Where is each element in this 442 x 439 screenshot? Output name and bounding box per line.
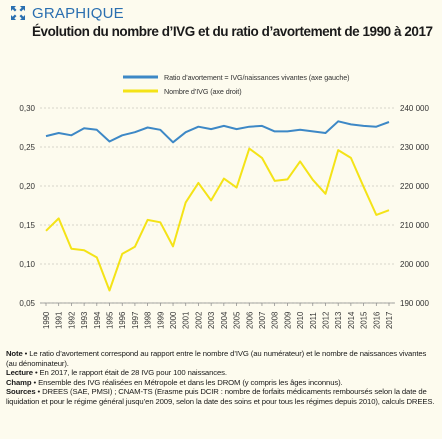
x-tick-label: 2007 (258, 312, 267, 329)
y-tick-left: 0,15 (19, 221, 35, 230)
note-text: Le ratio d’avortement correspond au rapp… (6, 349, 427, 368)
x-tick-label: 2002 (194, 312, 203, 329)
y-tick-left: 0,30 (19, 104, 35, 113)
y-tick-right: 210 000 (400, 221, 429, 230)
legend-label: Nombre d’IVG (axe droit) (164, 87, 242, 96)
note-label: Note (6, 349, 23, 358)
x-tick-label: 1994 (93, 311, 102, 329)
x-tick-label: 2003 (207, 312, 216, 329)
y-tick-left: 0,10 (19, 260, 35, 269)
header: GRAPHIQUE Évolution du nombre d’IVG et d… (10, 4, 435, 39)
x-tick-label: 2010 (296, 311, 305, 329)
x-tick-label: 1998 (144, 312, 153, 329)
sources-text: DREES (SAE, PMSI) ; CNAM-TS (Erasme puis… (6, 387, 435, 406)
x-tick-label: 2016 (372, 312, 381, 329)
x-tick-label: 2005 (233, 311, 242, 329)
y-tick-right: 200 000 (400, 260, 429, 269)
expand-arrows-icon (11, 6, 25, 20)
x-tick-label: 2014 (347, 311, 356, 329)
chart-title: Évolution du nombre d’IVG et du ratio d’… (32, 24, 433, 39)
series-line-ratio (45, 120, 390, 144)
x-tick-label: 1997 (131, 312, 140, 329)
legend-label: Ratio d’avortement = IVG/naissances viva… (164, 73, 349, 82)
x-tick-label: 1993 (80, 312, 89, 329)
y-tick-left: 0,05 (19, 299, 35, 308)
x-tick-label: 1990 (42, 311, 51, 329)
y-tick-right: 230 000 (400, 143, 429, 152)
lecture-line: Lecture • En 2017, le rapport était de 2… (6, 368, 227, 378)
x-tick-label: 1996 (118, 312, 127, 329)
series-line-ivg (45, 147, 390, 292)
champ-label: Champ (6, 377, 32, 387)
y-tick-right: 240 000 (400, 104, 429, 113)
kicker-row: GRAPHIQUE (10, 4, 435, 22)
chart: Ratio d’avortement = IVG/naissances viva… (19, 73, 429, 329)
y-tick-left: 0,20 (19, 182, 35, 191)
y-tick-right: 190 000 (400, 299, 429, 308)
y-tick-right: 220 000 (400, 182, 429, 191)
x-tick-label: 1999 (156, 312, 165, 329)
section-kicker: GRAPHIQUE (32, 4, 124, 22)
x-tick-label: 1991 (55, 312, 64, 329)
x-tick-label: 2000 (169, 311, 178, 329)
champ-line: Champ • Ensemble des IVG réalisées en Mé… (6, 377, 343, 387)
y-tick-left: 0,25 (19, 143, 35, 152)
lecture-label: Lecture (6, 368, 33, 378)
x-tick-label: 2008 (271, 312, 280, 329)
x-tick-label: 2011 (309, 312, 318, 329)
x-tick-label: 2009 (283, 312, 292, 329)
champ-text: Ensemble des IVG réalisées en Métropole … (38, 377, 343, 387)
x-tick-label: 2012 (321, 312, 330, 329)
lecture-text: En 2017, le rapport était de 28 IVG pour… (39, 368, 227, 378)
x-tick-label: 2001 (182, 312, 191, 329)
x-tick-label: 2006 (245, 312, 254, 329)
sources-line: Sources • DREES (SAE, PMSI) ; CNAM-TS (E… (6, 387, 435, 406)
sources-label: Sources (6, 387, 36, 397)
x-tick-label: 1992 (67, 312, 76, 329)
x-tick-label: 2004 (220, 311, 229, 329)
x-tick-label: 2017 (385, 312, 394, 329)
notes: Note • Le ratio d’avortement correspond … (6, 349, 436, 407)
x-tick-label: 2013 (334, 312, 343, 329)
x-tick-label: 1995 (106, 311, 115, 329)
x-tick-label: 2015 (360, 311, 369, 329)
note-line: Note • Le ratio d’avortement correspond … (6, 349, 427, 368)
